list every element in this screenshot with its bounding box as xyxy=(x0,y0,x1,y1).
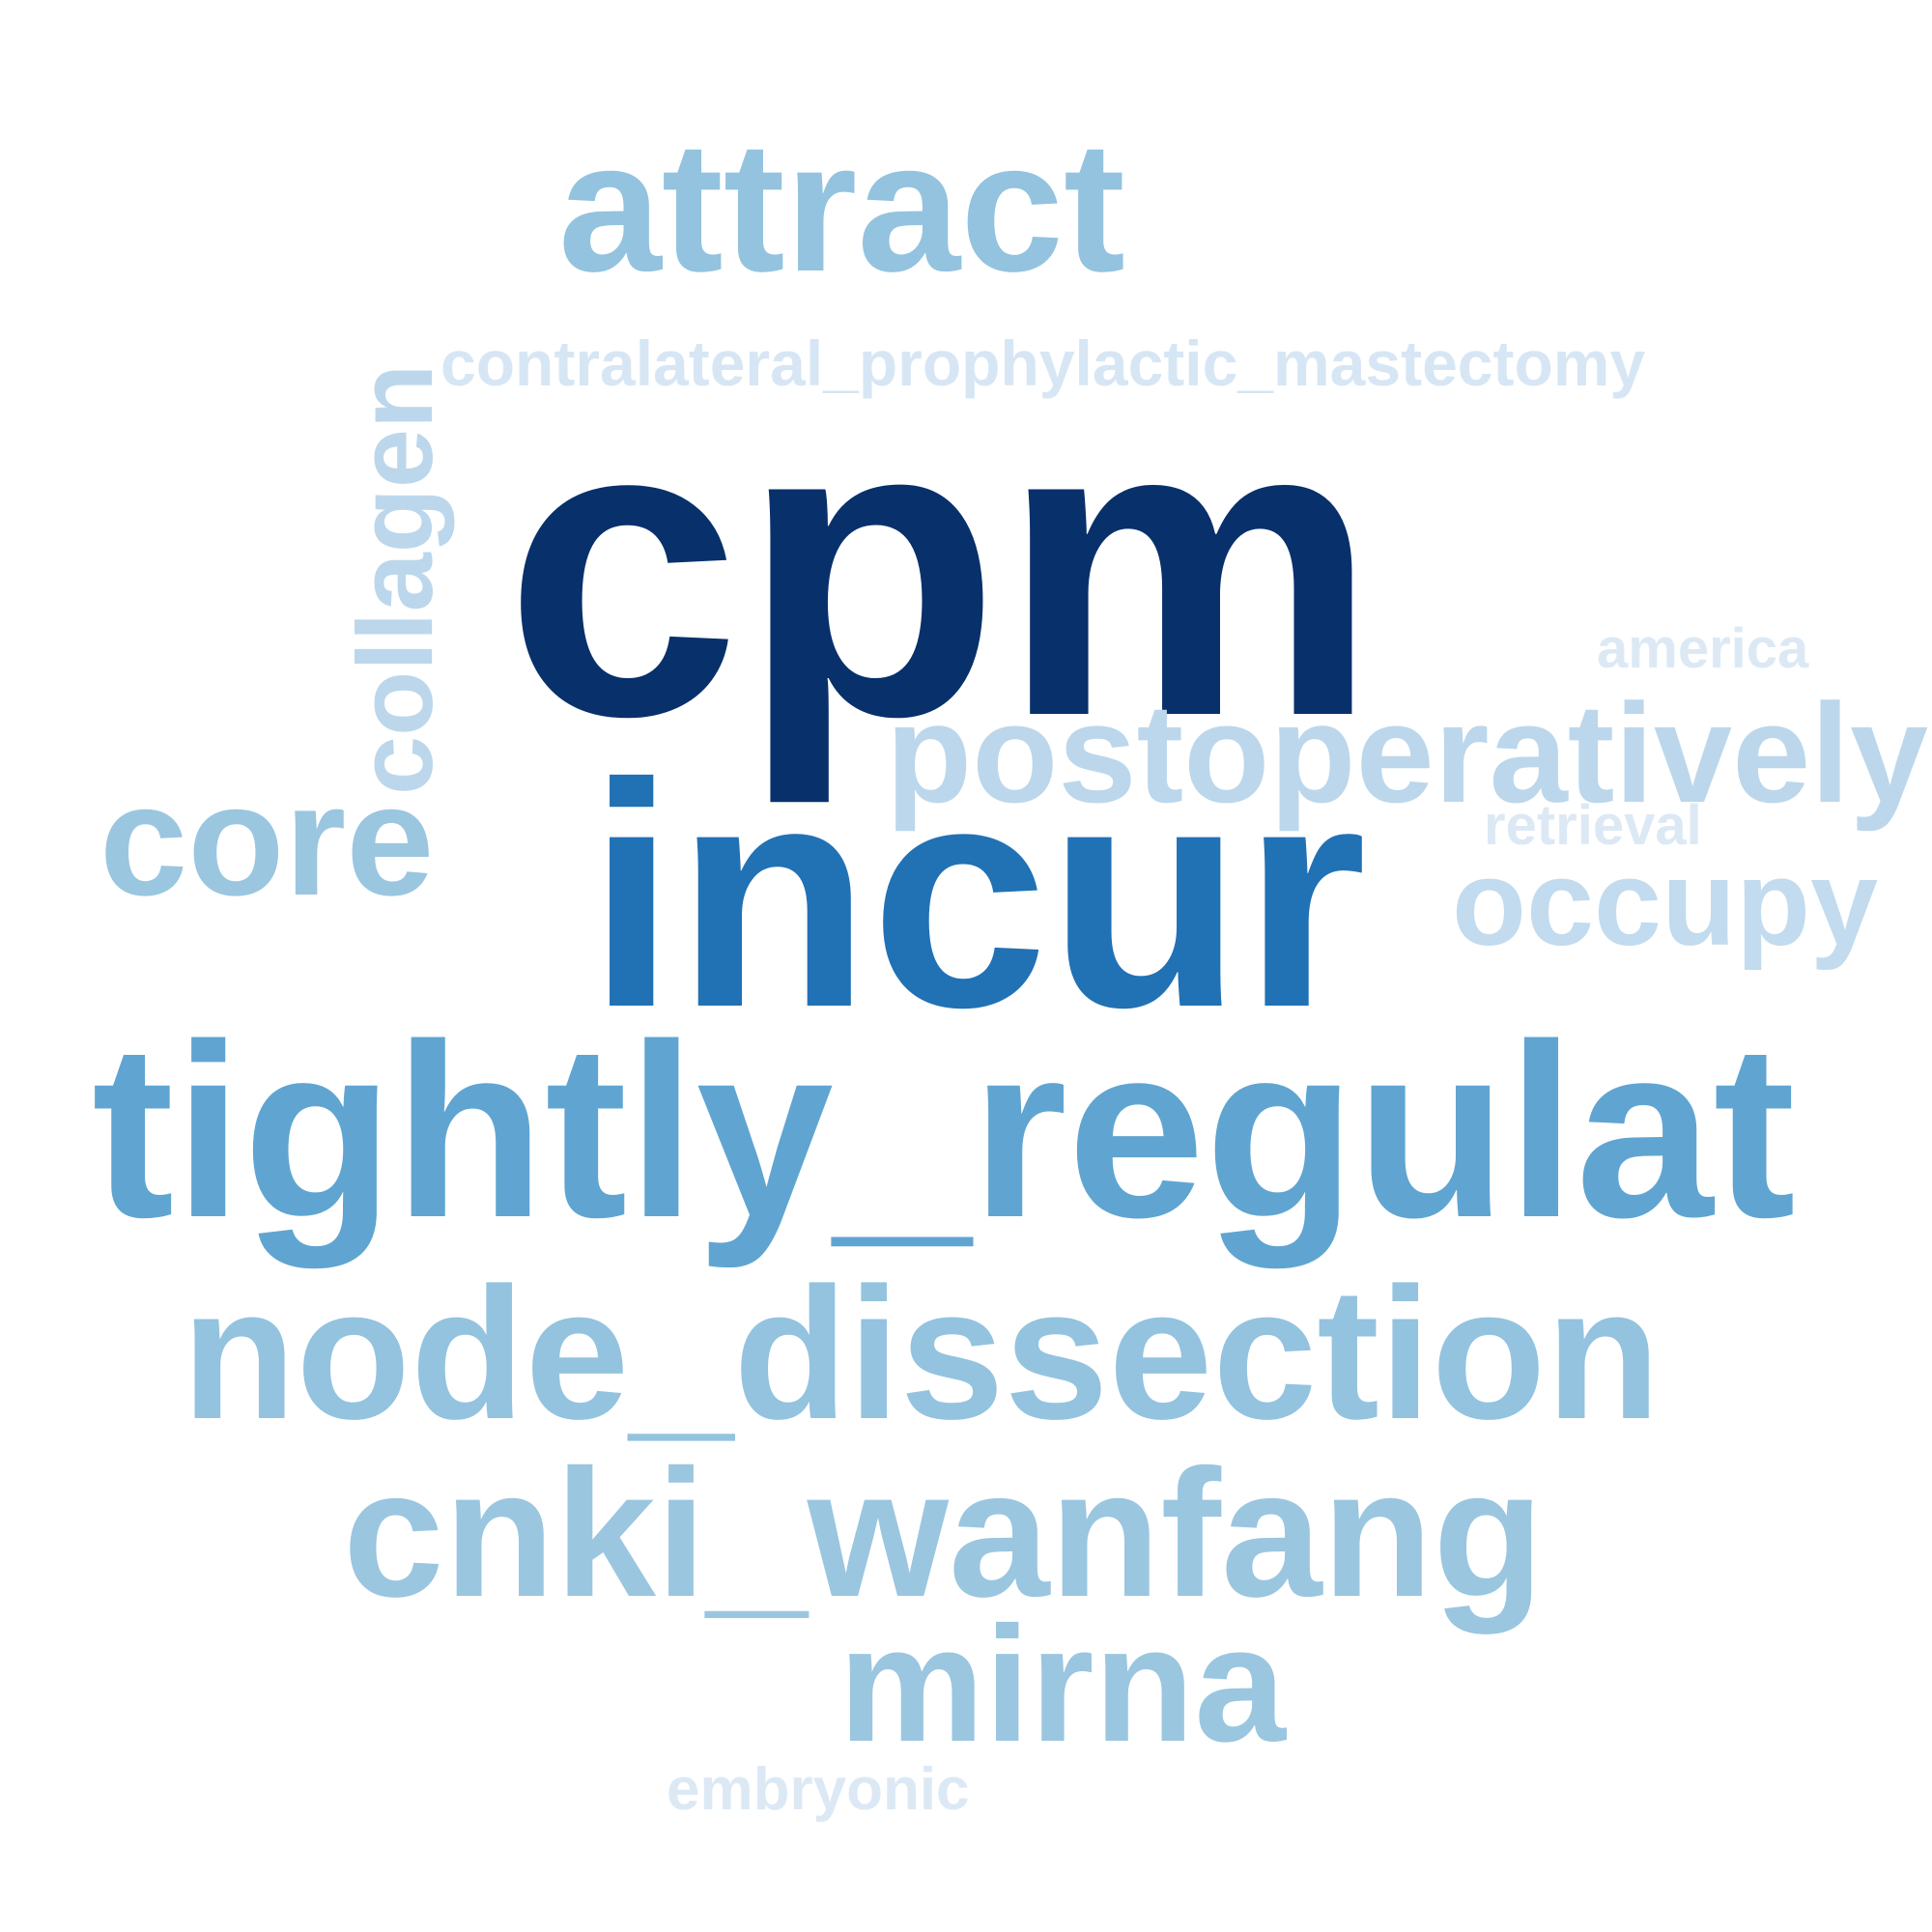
word-contralateral-prophylactic-mastectomy: contralateral_prophylactic_mastectomy xyxy=(440,327,1646,399)
word-retrieval: retrieval xyxy=(1484,794,1702,857)
word-postoperatively: postoperatively xyxy=(886,674,1929,832)
word-mirna: mirna xyxy=(838,1593,1286,1776)
word-embryonic: embryonic xyxy=(667,1756,970,1823)
word-cpm: cpm xyxy=(504,330,1378,805)
word-attract: attract xyxy=(558,102,1125,310)
word-occupy: occupy xyxy=(1452,835,1879,971)
word-cnki-wanfang: cnki_wanfang xyxy=(343,1432,1545,1634)
word-incur: incur xyxy=(587,717,1367,1073)
word-tightly-regulat: tightly_regulat xyxy=(92,993,1796,1269)
word-node-dissection: node_dissection xyxy=(182,1249,1661,1459)
word-collagen: collagen xyxy=(336,363,455,795)
word-america: america xyxy=(1597,617,1809,680)
word-core: core xyxy=(99,752,435,928)
